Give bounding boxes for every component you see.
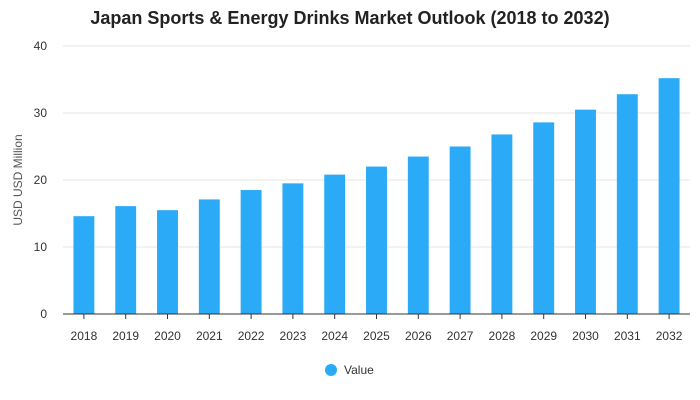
legend-marker	[325, 364, 337, 376]
bar-2028	[491, 134, 513, 314]
x-tick-label: 2027	[447, 329, 474, 343]
y-tick-label: 0	[40, 307, 47, 321]
y-tick-label: 40	[34, 39, 48, 53]
bar-2031	[616, 94, 638, 315]
bar-2029	[533, 122, 555, 314]
x-tick-label: 2024	[321, 329, 348, 343]
chart-title: Japan Sports & Energy Drinks Market Outl…	[90, 8, 610, 28]
x-tick-label: 2025	[363, 329, 390, 343]
x-tick-label: 2019	[112, 329, 139, 343]
bar-2025	[366, 166, 387, 314]
bar-2030	[575, 109, 596, 315]
x-tick-label: 2032	[656, 329, 683, 343]
bar-2018	[73, 216, 95, 314]
bar-2032	[658, 78, 680, 314]
y-axis-label: USD USD Million	[11, 134, 25, 225]
x-tick-label: 2029	[530, 329, 557, 343]
bar-2024	[324, 174, 346, 314]
x-tick-label: 2018	[71, 329, 98, 343]
bar-2026	[407, 156, 429, 314]
bar-2027	[449, 146, 471, 314]
legend-label[interactable]: Value	[344, 363, 374, 377]
x-tick-label: 2022	[238, 329, 265, 343]
bar-series	[73, 78, 680, 315]
legend: Value	[325, 363, 374, 377]
y-tick-label: 10	[34, 240, 48, 254]
x-tick-label: 2026	[405, 329, 432, 343]
x-tick-label: 2021	[196, 329, 223, 343]
x-tick-label: 2031	[614, 329, 641, 343]
x-tick-label: 2028	[489, 329, 516, 343]
bar-2022	[240, 190, 262, 314]
x-tick-label: 2020	[154, 329, 181, 343]
bar-2019	[115, 206, 137, 314]
bar-2021	[198, 199, 220, 314]
x-tick-label: 2023	[280, 329, 307, 343]
x-tick-label: 2030	[572, 329, 599, 343]
bar-2020	[157, 210, 178, 314]
bar-2023	[282, 183, 304, 314]
y-tick-label: 20	[34, 173, 48, 187]
y-tick-label: 30	[34, 106, 48, 120]
